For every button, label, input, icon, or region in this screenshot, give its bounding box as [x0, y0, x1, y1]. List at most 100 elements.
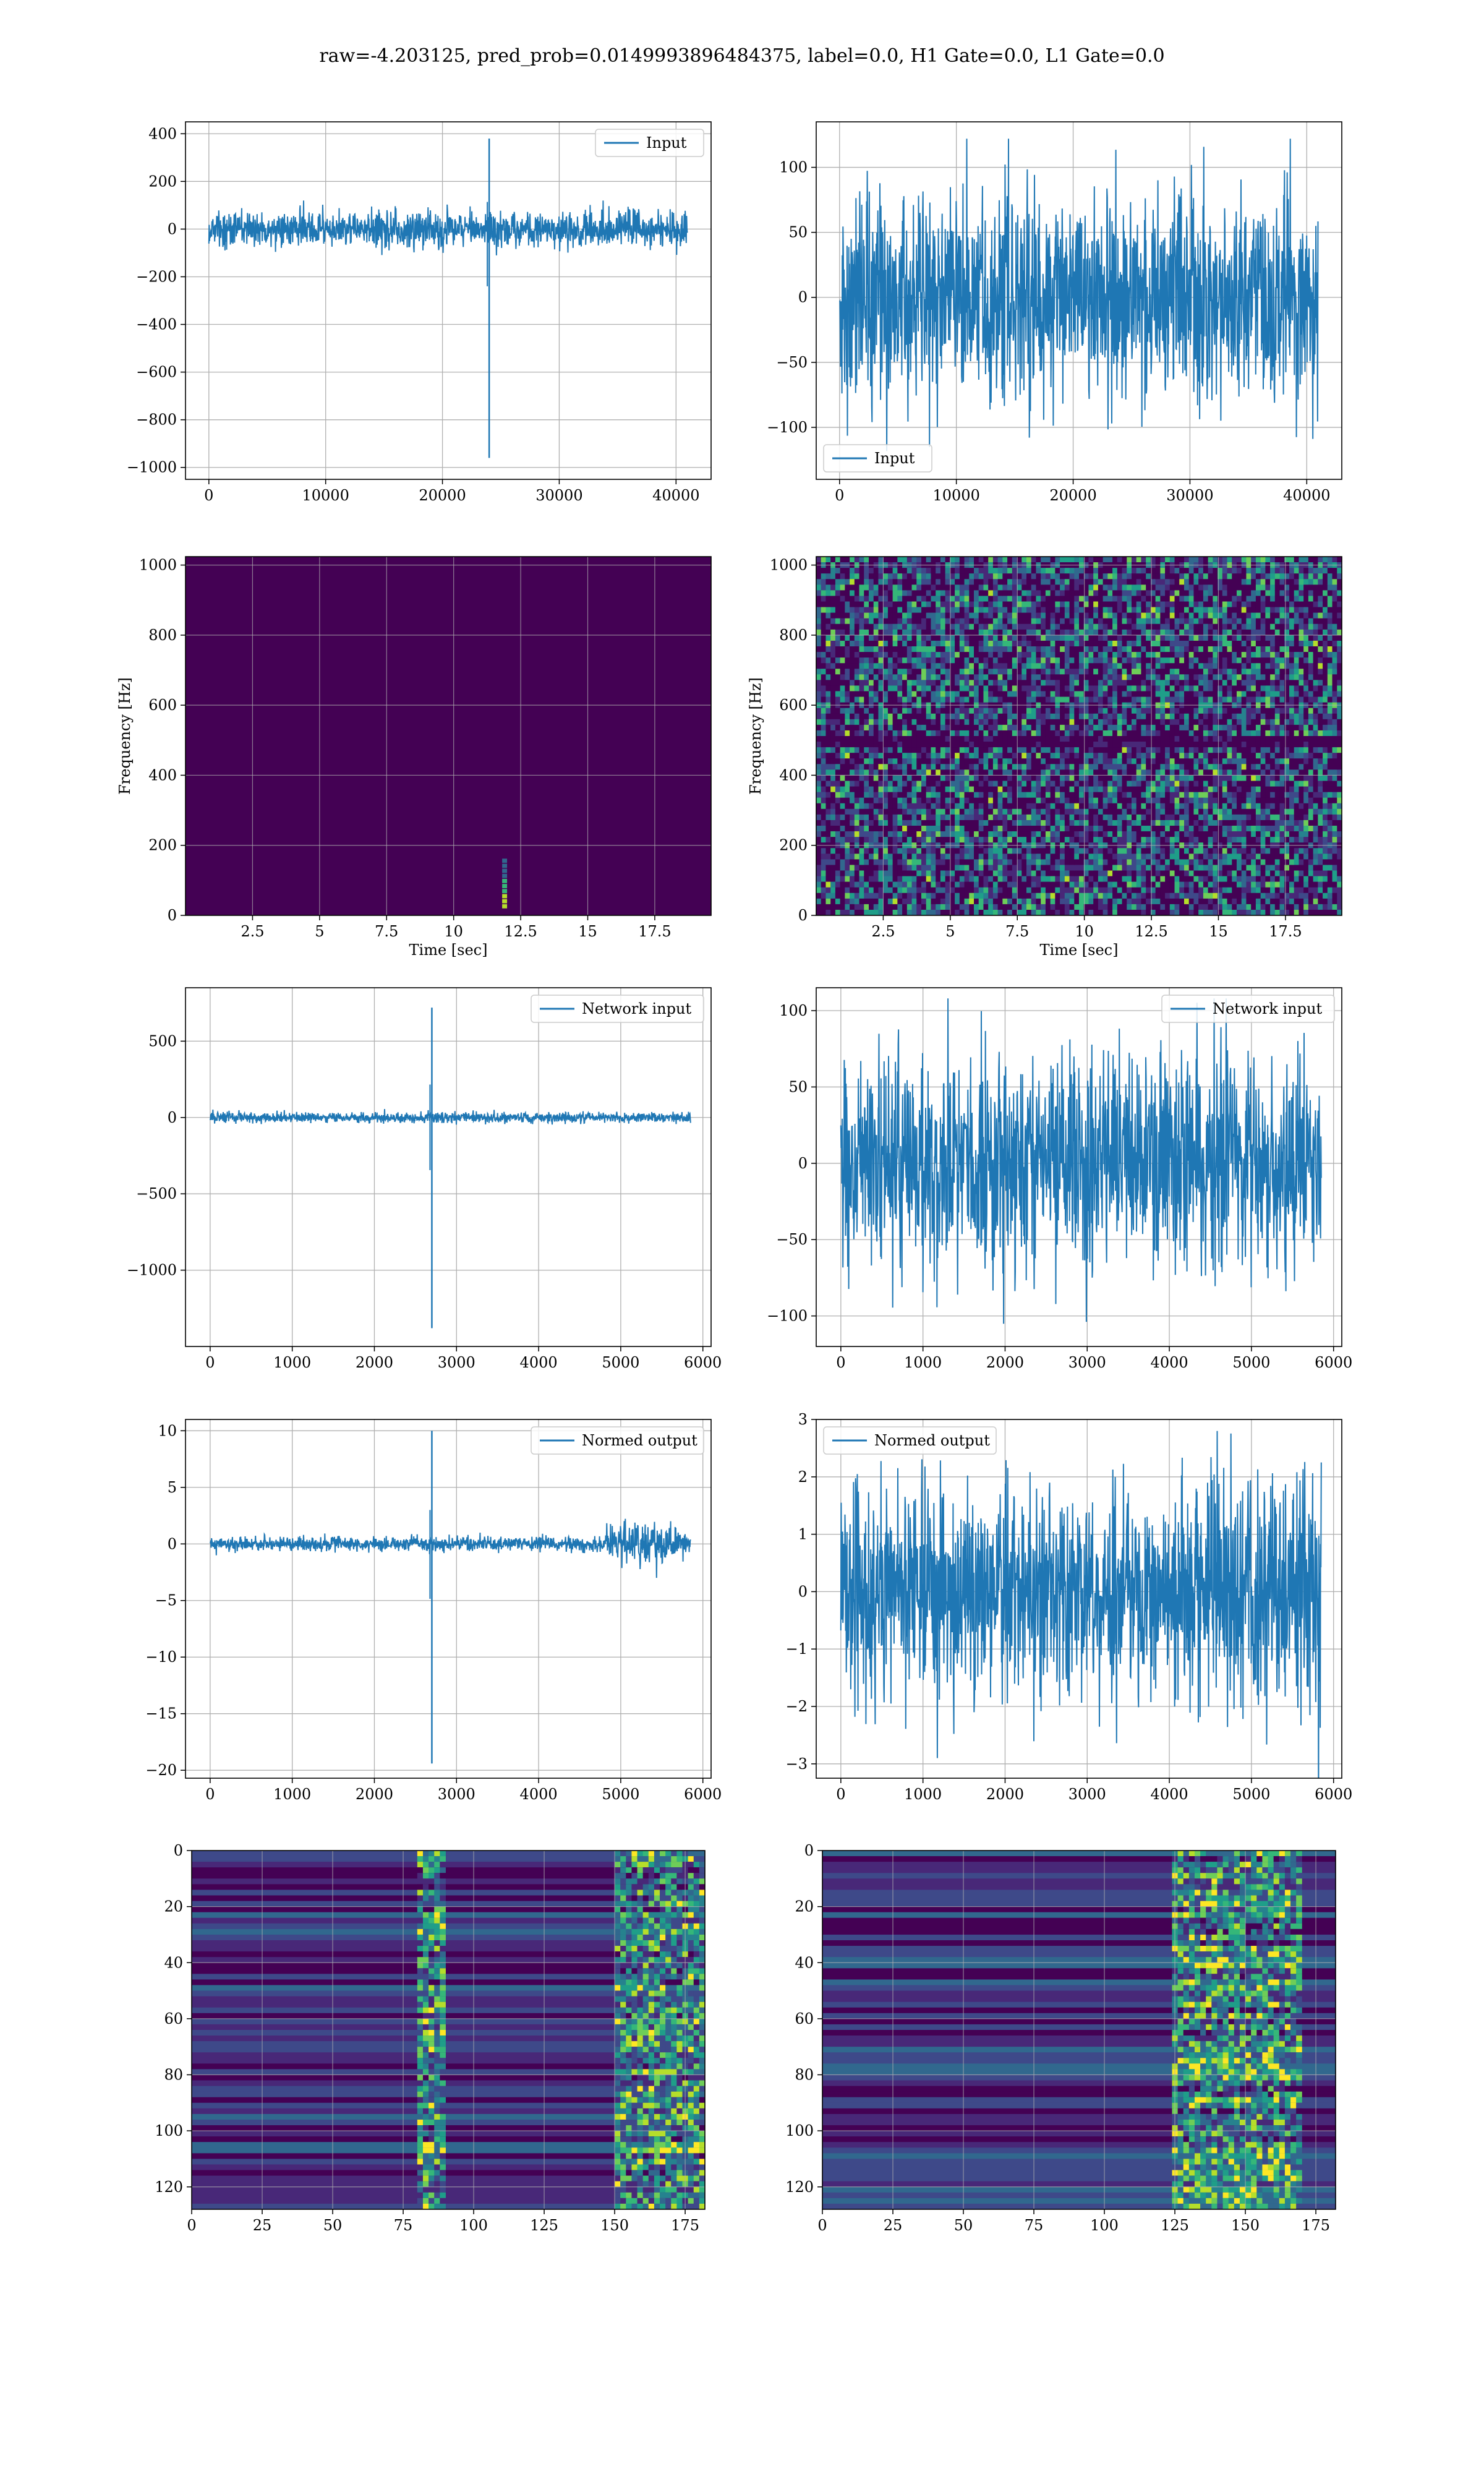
heatmap-cell — [1117, 881, 1123, 888]
heatmap-cell — [906, 781, 913, 787]
heatmap-cell — [974, 764, 979, 770]
heatmap-cell — [850, 685, 855, 691]
heatmap-cell — [1064, 601, 1070, 608]
heatmap-cell — [945, 797, 950, 804]
heatmap-cell — [916, 764, 922, 770]
heatmap-cell — [911, 854, 917, 860]
heatmap-cell — [1026, 691, 1032, 698]
heatmap-cell — [950, 808, 955, 815]
heatmap-cell — [850, 629, 855, 636]
heatmap-cell — [940, 724, 946, 731]
heatmap-cell — [911, 663, 917, 669]
heatmap-cell — [1160, 646, 1166, 653]
heatmap-cell — [883, 663, 889, 669]
heatmap-cell — [969, 579, 974, 585]
heatmap-cell — [1041, 596, 1046, 602]
heatmap-cell — [1002, 854, 1008, 860]
heatmap-cell — [921, 797, 927, 804]
heatmap-cell — [1169, 792, 1175, 798]
heatmap-cell — [964, 724, 970, 731]
heatmap-cell — [869, 657, 874, 664]
heatmap-cell — [1055, 808, 1060, 815]
heatmap-cell — [816, 579, 822, 585]
heatmap-cell — [906, 769, 913, 776]
heatmap-cell — [950, 831, 955, 837]
heatmap-cell — [1160, 887, 1166, 894]
heatmap-cell — [869, 904, 874, 910]
heatmap-cell — [1122, 719, 1127, 726]
heatmap-cell — [921, 859, 927, 865]
heatmap-cell — [1050, 904, 1055, 910]
heatmap-cell — [978, 640, 984, 647]
heatmap-cell — [835, 854, 841, 860]
heatmap-cell — [906, 696, 913, 703]
heatmap-cell — [1165, 713, 1171, 720]
heatmap-cell — [983, 663, 989, 669]
heatmap-cell — [859, 781, 864, 787]
heatmap-cell — [1136, 568, 1141, 574]
heatmap-cell — [1150, 719, 1156, 726]
heatmap-cell — [1055, 640, 1060, 647]
heatmap-cell — [854, 892, 860, 899]
heatmap-cell — [1112, 876, 1118, 883]
heatmap-cell — [1079, 892, 1085, 899]
heatmap-cell — [931, 736, 936, 742]
plot-area — [186, 122, 711, 479]
heatmap-cell — [1021, 629, 1027, 636]
heatmap-cell — [1079, 837, 1085, 843]
heatmap-cell — [1141, 713, 1146, 720]
heatmap-cell — [1112, 623, 1118, 630]
heatmap-cell — [1041, 781, 1046, 787]
heatmap-cell — [864, 881, 869, 888]
heatmap-cell — [1060, 881, 1065, 888]
heatmap-cell — [1150, 814, 1156, 821]
heatmap-cell — [1136, 814, 1141, 821]
heatmap-cell — [1136, 708, 1141, 714]
heatmap-cell — [821, 758, 826, 764]
heatmap-cell — [1136, 640, 1141, 647]
heatmap-cell — [1174, 769, 1180, 776]
heatmap-cell — [854, 652, 860, 658]
heatmap-cell — [1093, 629, 1099, 636]
heatmap-cell — [1136, 820, 1141, 826]
heatmap-cell — [902, 584, 908, 591]
heatmap-cell — [911, 629, 917, 636]
heatmap-cell — [1102, 764, 1108, 770]
heatmap-cell — [878, 652, 884, 658]
heatmap-cell — [1055, 747, 1060, 753]
heatmap-cell — [869, 724, 874, 731]
heatmap-cell — [1150, 708, 1156, 714]
heatmap-cell — [1079, 904, 1085, 910]
heatmap-cell — [854, 719, 860, 726]
heatmap-cell — [1093, 887, 1099, 894]
heatmap-cell — [992, 573, 999, 580]
heatmap-cell — [964, 803, 970, 810]
heatmap-cell — [845, 865, 850, 871]
heatmap-cell — [1165, 876, 1171, 883]
heatmap-cell — [978, 635, 984, 641]
heatmap-cell — [1165, 719, 1171, 726]
heatmap-cell — [1045, 623, 1051, 630]
heatmap-cell — [1127, 848, 1132, 854]
heatmap-cell — [869, 584, 874, 591]
heatmap-cell — [911, 612, 917, 619]
heatmap-cell — [864, 848, 869, 854]
heatmap-cell — [1088, 584, 1094, 591]
heatmap-cell — [1060, 909, 1065, 915]
heatmap-cell — [906, 898, 913, 905]
heatmap-cell — [1102, 831, 1108, 837]
heatmap-cell — [1050, 742, 1055, 748]
heatmap-cell — [1064, 696, 1070, 703]
heatmap-cell — [983, 909, 989, 915]
heatmap-cell — [816, 635, 822, 641]
heatmap-cell — [936, 786, 941, 793]
heatmap-cell — [1012, 887, 1018, 894]
heatmap-cell — [978, 573, 984, 580]
heatmap-cell — [864, 652, 869, 658]
heatmap-cell — [936, 909, 941, 915]
heatmap-cell — [850, 584, 855, 591]
heatmap-cell — [1146, 848, 1151, 854]
heatmap-cell — [854, 708, 860, 714]
heatmap-cell — [1050, 652, 1055, 658]
heatmap-cell — [945, 775, 950, 781]
